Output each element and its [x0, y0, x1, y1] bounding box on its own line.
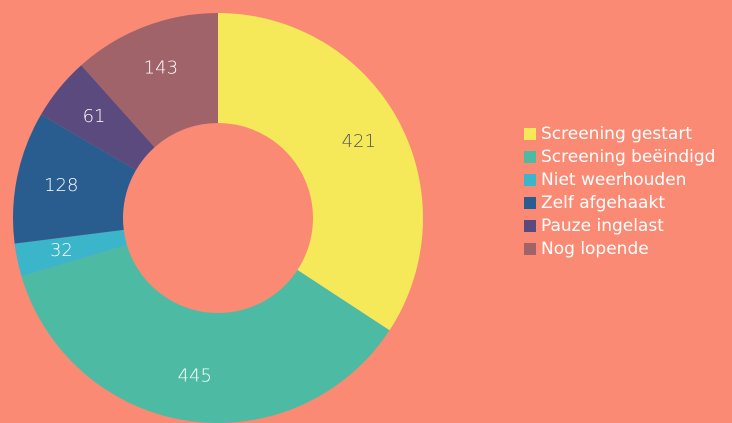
slice-label: 445	[178, 365, 212, 386]
slice	[21, 245, 390, 423]
legend-swatch	[524, 220, 536, 232]
legend-label: Niet weerhouden	[541, 170, 686, 190]
slice-label: 61	[83, 106, 106, 127]
legend-label: Nog lopende	[541, 239, 649, 259]
slice	[218, 13, 423, 331]
slice	[13, 114, 136, 244]
slice-label: 128	[44, 175, 78, 196]
slice	[81, 12, 219, 148]
legend-swatch	[524, 243, 536, 255]
legend-label: Zelf afgehaakt	[541, 193, 665, 213]
slice-label: 143	[144, 58, 178, 79]
legend-swatch	[524, 174, 536, 186]
legend-swatch	[524, 197, 536, 209]
legend-label: Screening gestart	[541, 124, 692, 144]
legend-label: Pauze ingelast	[541, 216, 664, 236]
legend-label: Screening beëindigd	[541, 147, 715, 167]
legend-swatch	[524, 151, 536, 163]
slice	[40, 65, 155, 171]
slice-label: 421	[342, 131, 376, 152]
slice-label: 32	[50, 240, 73, 261]
slice	[14, 229, 127, 277]
legend-swatch	[524, 128, 536, 140]
